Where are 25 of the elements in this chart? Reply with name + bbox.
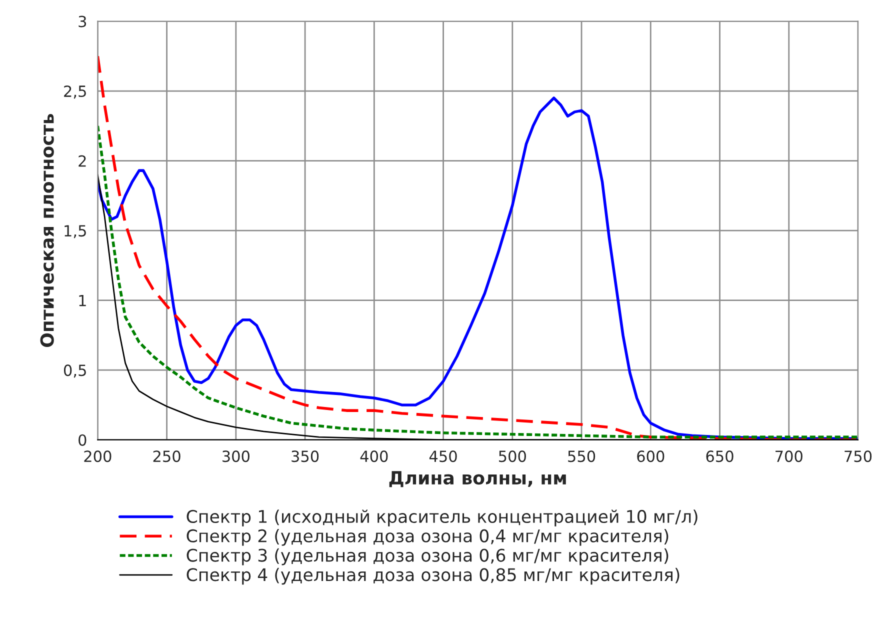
x-tick-label: 250 — [153, 450, 180, 462]
y-tick-label: 0,5 — [64, 364, 86, 378]
x-tick-label: 550 — [568, 450, 596, 462]
x-tick-label: 500 — [499, 450, 526, 462]
legend-label: Спектр 2 (удельная доза озона 0,4 мг/мг красителя) — [186, 529, 668, 546]
y-tick-label: 2,5 — [64, 85, 86, 99]
legend-label: Спектр 4 (удельная доза озона 0,85 мг/мг красителя) — [186, 568, 680, 585]
y-tick-label: 2 — [78, 155, 86, 167]
x-tick-label: 300 — [222, 450, 250, 462]
x-tick-label: 750 — [844, 450, 872, 462]
legend-label: Спектр 1 (исходный краситель концентрацией 10 мг/л) — [186, 510, 698, 526]
x-tick-label: 600 — [637, 450, 664, 462]
x-tick-label: 650 — [706, 450, 734, 462]
x-tick-label: 350 — [292, 450, 319, 462]
x-tick-label: 400 — [360, 450, 388, 462]
y-axis-title: Оптическая плотность — [40, 114, 54, 347]
x-tick-label: 450 — [429, 450, 457, 462]
y-tick-label: 1,5 — [64, 225, 86, 238]
x-axis-title: Длина волны, нм — [389, 471, 566, 488]
y-tick-label: 3 — [78, 16, 86, 28]
x-tick-label: 200 — [84, 450, 112, 462]
y-tick-label: 0 — [78, 434, 86, 446]
x-tick-label: 700 — [776, 450, 802, 462]
y-tick-label: 1 — [79, 294, 86, 306]
legend-label: Спектр 3 (удельная доза озона 0,6 мг/мг красителя) — [186, 548, 668, 566]
